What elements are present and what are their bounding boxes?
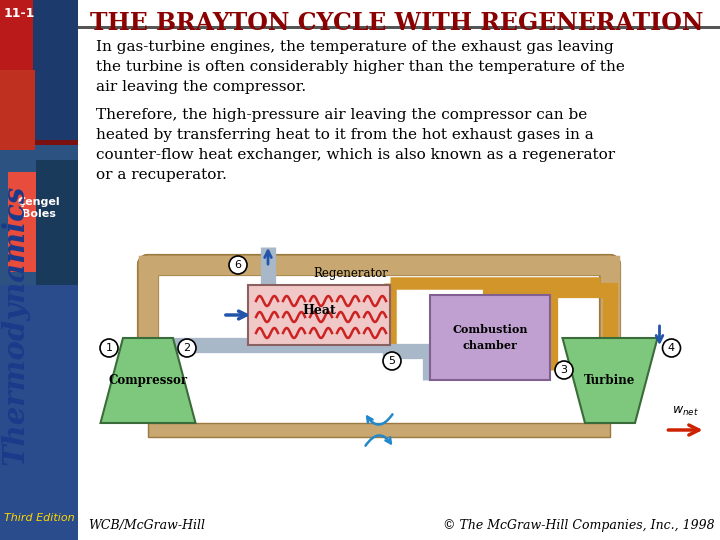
Bar <box>430 295 550 380</box>
Text: 11-1: 11-1 <box>4 7 35 20</box>
Text: Heat: Heat <box>302 305 336 318</box>
Bar <box>8 172 40 272</box>
Circle shape <box>178 339 196 357</box>
Circle shape <box>662 339 680 357</box>
Circle shape <box>100 339 118 357</box>
Polygon shape <box>101 338 196 423</box>
Text: Therefore, the high-pressure air leaving the compressor can be
heated by transfe: Therefore, the high-pressure air leaving… <box>96 108 615 182</box>
Bar <box>0 70 35 150</box>
Text: chamber: chamber <box>462 340 518 351</box>
Text: 1: 1 <box>106 343 112 353</box>
Bar <box>0 0 45 110</box>
Bar <box>0 145 78 290</box>
Bar <box>0 285 78 540</box>
Text: Boles: Boles <box>22 209 56 219</box>
Circle shape <box>555 361 573 379</box>
Bar <box>78 26 720 29</box>
Text: Çengel: Çengel <box>18 197 60 207</box>
Text: Thermodynamics: Thermodynamics <box>1 185 30 465</box>
Text: Compressor: Compressor <box>109 374 188 387</box>
Text: 3: 3 <box>560 365 567 375</box>
Circle shape <box>229 256 247 274</box>
Bar <box>148 423 610 437</box>
Bar <box>0 0 78 540</box>
Bar <box>36 160 78 285</box>
Text: Combustion: Combustion <box>452 324 528 335</box>
Text: 2: 2 <box>184 343 191 353</box>
Text: WCB/McGraw-Hill: WCB/McGraw-Hill <box>88 519 205 532</box>
Text: Regenerator: Regenerator <box>313 267 388 280</box>
Text: © The McGraw-Hill Companies, Inc., 1998: © The McGraw-Hill Companies, Inc., 1998 <box>444 519 715 532</box>
Text: 4: 4 <box>668 343 675 353</box>
Text: Turbine: Turbine <box>585 374 636 387</box>
Bar <box>248 285 390 345</box>
Text: Third Edition: Third Edition <box>4 513 74 523</box>
Text: THE BRAYTON CYCLE WITH REGENERATION: THE BRAYTON CYCLE WITH REGENERATION <box>90 11 703 35</box>
Polygon shape <box>562 338 657 423</box>
Text: In gas-turbine engines, the temperature of the exhaust gas leaving
the turbine i: In gas-turbine engines, the temperature … <box>96 40 625 94</box>
Bar <box>0 0 78 150</box>
Text: 6: 6 <box>235 260 241 270</box>
Text: 5: 5 <box>389 356 395 366</box>
Circle shape <box>383 352 401 370</box>
Bar <box>33 0 78 140</box>
Text: $w_{net}$: $w_{net}$ <box>672 405 698 418</box>
